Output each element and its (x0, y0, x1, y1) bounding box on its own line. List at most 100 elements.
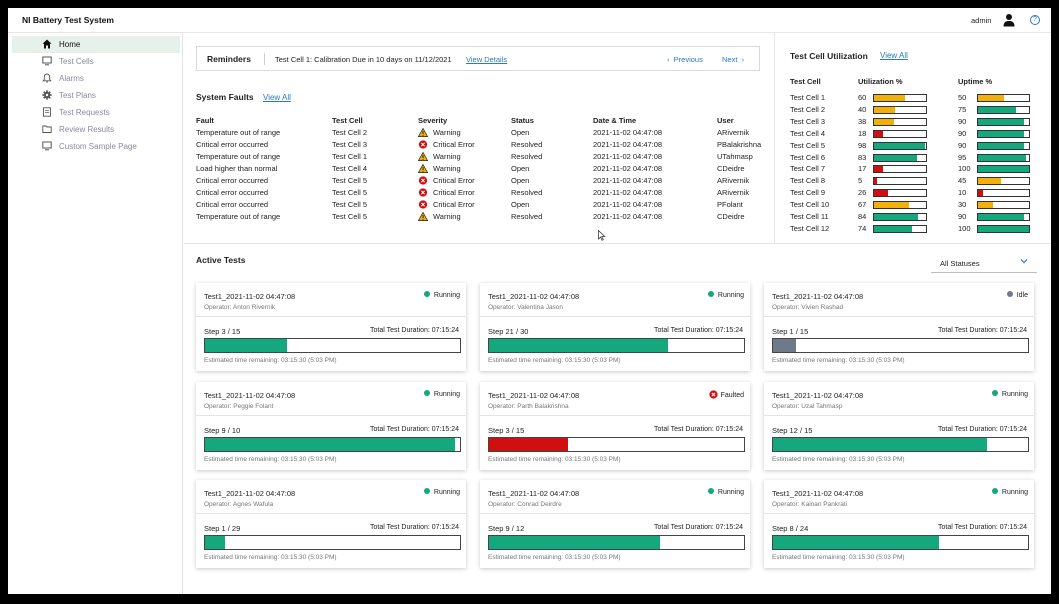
card-header: Test1_2021-11-02 04:47:08 Operator: Uzal … (764, 382, 1034, 416)
column-header[interactable]: Status (511, 116, 534, 125)
sidebar-item-alarms[interactable]: Alarms (12, 70, 180, 87)
column-header[interactable]: Severity (418, 116, 448, 125)
utilization-bar-fill (874, 178, 877, 185)
sidebar-item-test-plans[interactable]: Test Plans (12, 87, 180, 104)
date-cell: 2021-11-02 04:47:08 (593, 188, 663, 197)
column-header[interactable]: Date & Time (593, 116, 637, 125)
severity-label: Critical Error (433, 200, 475, 209)
sidebar-item-test-cells[interactable]: Test Cells (12, 53, 180, 70)
step-label: Step 9 / 10 (204, 426, 241, 435)
test-card[interactable]: Test1_2021-11-02 04:47:08 Operator: Parth… (480, 382, 750, 470)
table-row[interactable]: Temperature out of range Test Cell 1 Warni… (196, 152, 756, 164)
test-card[interactable]: Test1_2021-11-02 04:47:08 Operator: Kaina… (764, 480, 1034, 568)
user-icon[interactable] (1003, 13, 1015, 27)
user-name[interactable]: admin (971, 16, 992, 25)
eta-label: Estimated time remaining: 03:15:30 (5:03… (488, 456, 621, 463)
date-cell: 2021-11-02 04:47:08 (593, 140, 663, 149)
table-row[interactable]: Test Cell 10 67 30 (790, 200, 1040, 211)
critical-error-icon (418, 140, 428, 149)
table-row[interactable]: Test Cell 3 38 90 (790, 117, 1040, 128)
utilization-bar-fill (874, 106, 895, 113)
table-row[interactable]: Critical error occurred Test Cell 5 Critic… (196, 200, 756, 212)
status-label: Running (717, 292, 744, 299)
folder-icon (42, 125, 52, 133)
test-card[interactable]: Test1_2021-11-02 04:47:08 Operator: Anton… (196, 283, 466, 371)
table-row[interactable]: Critical error occurred Test Cell 3 Critic… (196, 140, 761, 152)
active-tests-title: Active Tests (196, 255, 246, 265)
test-card[interactable]: Test1_2021-11-02 04:47:08 Operator: Vivie… (764, 283, 1034, 371)
view-details-link[interactable]: View Details (466, 55, 508, 64)
previous-button[interactable]: ‹ Previous (667, 55, 703, 64)
table-row[interactable]: Critical error occurred Test Cell 5 Critic… (196, 176, 756, 188)
progress-bar (772, 338, 1029, 353)
warning-icon (418, 152, 428, 161)
sidebar-item-review-results[interactable]: Review Results (12, 121, 180, 138)
status-filter-select[interactable]: All Statuses (931, 252, 1037, 273)
utilization-value: 83 (858, 152, 867, 162)
duration-label: Total Test Duration: 07:15:24 (654, 524, 743, 531)
next-button[interactable]: Next › (722, 55, 744, 64)
column-header[interactable]: Fault (196, 116, 214, 125)
progress-bar (772, 437, 1029, 452)
column-header: Test Cell (790, 77, 821, 86)
table-row[interactable]: Temperature out of range Test Cell 5 Warni… (196, 212, 756, 224)
home-icon (42, 39, 52, 49)
uptime-bar (977, 153, 1030, 162)
table-row[interactable]: Test Cell 1 60 50 (790, 93, 1040, 104)
table-row[interactable]: Test Cell 12 74 100 (790, 224, 1040, 235)
card-header: Test1_2021-11-02 04:47:08 Operator: Valen… (480, 283, 750, 317)
table-row[interactable]: Test Cell 4 18 90 (790, 129, 1040, 140)
uptime-bar (977, 129, 1030, 138)
status-label: Running (1001, 391, 1028, 398)
user-cell: PFolant (717, 200, 743, 209)
utilization-bar-fill (874, 130, 884, 137)
step-label: Step 9 / 12 (488, 524, 525, 533)
running-status-dot-icon (423, 488, 430, 494)
operator-label: Operator: Conrad Deirdre (488, 501, 562, 508)
test-card[interactable]: Test1_2021-11-02 04:47:08 Operator: Valen… (480, 283, 750, 371)
utilization-value: 38 (858, 116, 867, 126)
sidebar-item-custom-sample-page[interactable]: Custom Sample Page (12, 138, 180, 155)
running-status-dot-icon (991, 390, 998, 396)
test-card[interactable]: Test1_2021-11-02 04:47:08 Operator: Uzal … (764, 382, 1034, 470)
test-cell-name: Test Cell 9 (790, 188, 826, 198)
utilization-bar (873, 201, 927, 210)
test-cell-cell: Test Cell 5 (332, 212, 368, 221)
test-cell-cell: Test Cell 5 (332, 200, 368, 209)
faults-view-all-link[interactable]: View All (263, 93, 291, 102)
utilization-bar-fill (874, 225, 913, 232)
test-card[interactable]: Test1_2021-11-02 04:47:08 Operator: Peggi… (196, 382, 466, 470)
test-cell-name: Test Cell 11 (790, 212, 829, 221)
bell-icon (42, 73, 52, 83)
utilization-view-all-link[interactable]: View All (880, 51, 908, 60)
table-row[interactable]: Load higher than normal Test Cell 4 Warnin… (196, 164, 756, 176)
user-cell: CDeidre (717, 164, 745, 173)
uptime-bar (977, 165, 1030, 174)
column-header[interactable]: User (717, 116, 734, 125)
table-row[interactable]: Test Cell 5 98 90 (790, 141, 1040, 152)
progress-bar (488, 338, 745, 353)
table-row[interactable]: Test Cell 6 83 95 (790, 153, 1040, 164)
sidebar-item-test-requests[interactable]: Test Requests (12, 104, 180, 121)
test-cell-name: Test Cell 4 (790, 128, 826, 138)
uptime-bar (977, 177, 1030, 186)
table-row[interactable]: Test Cell 9 26 10 (790, 188, 1040, 199)
help-icon[interactable]: ? (1030, 15, 1040, 25)
uptime-value: 100 (958, 223, 971, 233)
table-row[interactable]: Test Cell 11 84 90 (790, 212, 1040, 223)
table-row[interactable]: Critical error occurred Test Cell 5 Critic… (196, 188, 756, 200)
column-header[interactable]: Test Cell (332, 116, 363, 125)
utilization-bar (873, 177, 927, 186)
eta-label: Estimated time remaining: 03:15:30 (5:03… (488, 554, 621, 561)
table-row[interactable]: Test Cell 2 40 75 (790, 105, 1040, 116)
test-card[interactable]: Test1_2021-11-02 04:47:08 Operator: Conra… (480, 480, 750, 568)
table-row[interactable]: Test Cell 8 5 45 (790, 176, 1040, 187)
test-card[interactable]: Test1_2021-11-02 04:47:08 Operator: Agnes… (196, 480, 466, 568)
eta-label: Estimated time remaining: 03:15:30 (5:03… (204, 357, 337, 364)
date-cell: 2021-11-02 04:47:08 (593, 128, 663, 137)
sidebar-item-home[interactable]: Home (12, 36, 180, 53)
critical-error-icon (418, 188, 428, 197)
table-row[interactable]: Temperature out of range Test Cell 2 Warni… (196, 128, 756, 140)
severity-label: Warning (433, 128, 461, 137)
table-row[interactable]: Test Cell 7 17 100 (790, 164, 1040, 175)
